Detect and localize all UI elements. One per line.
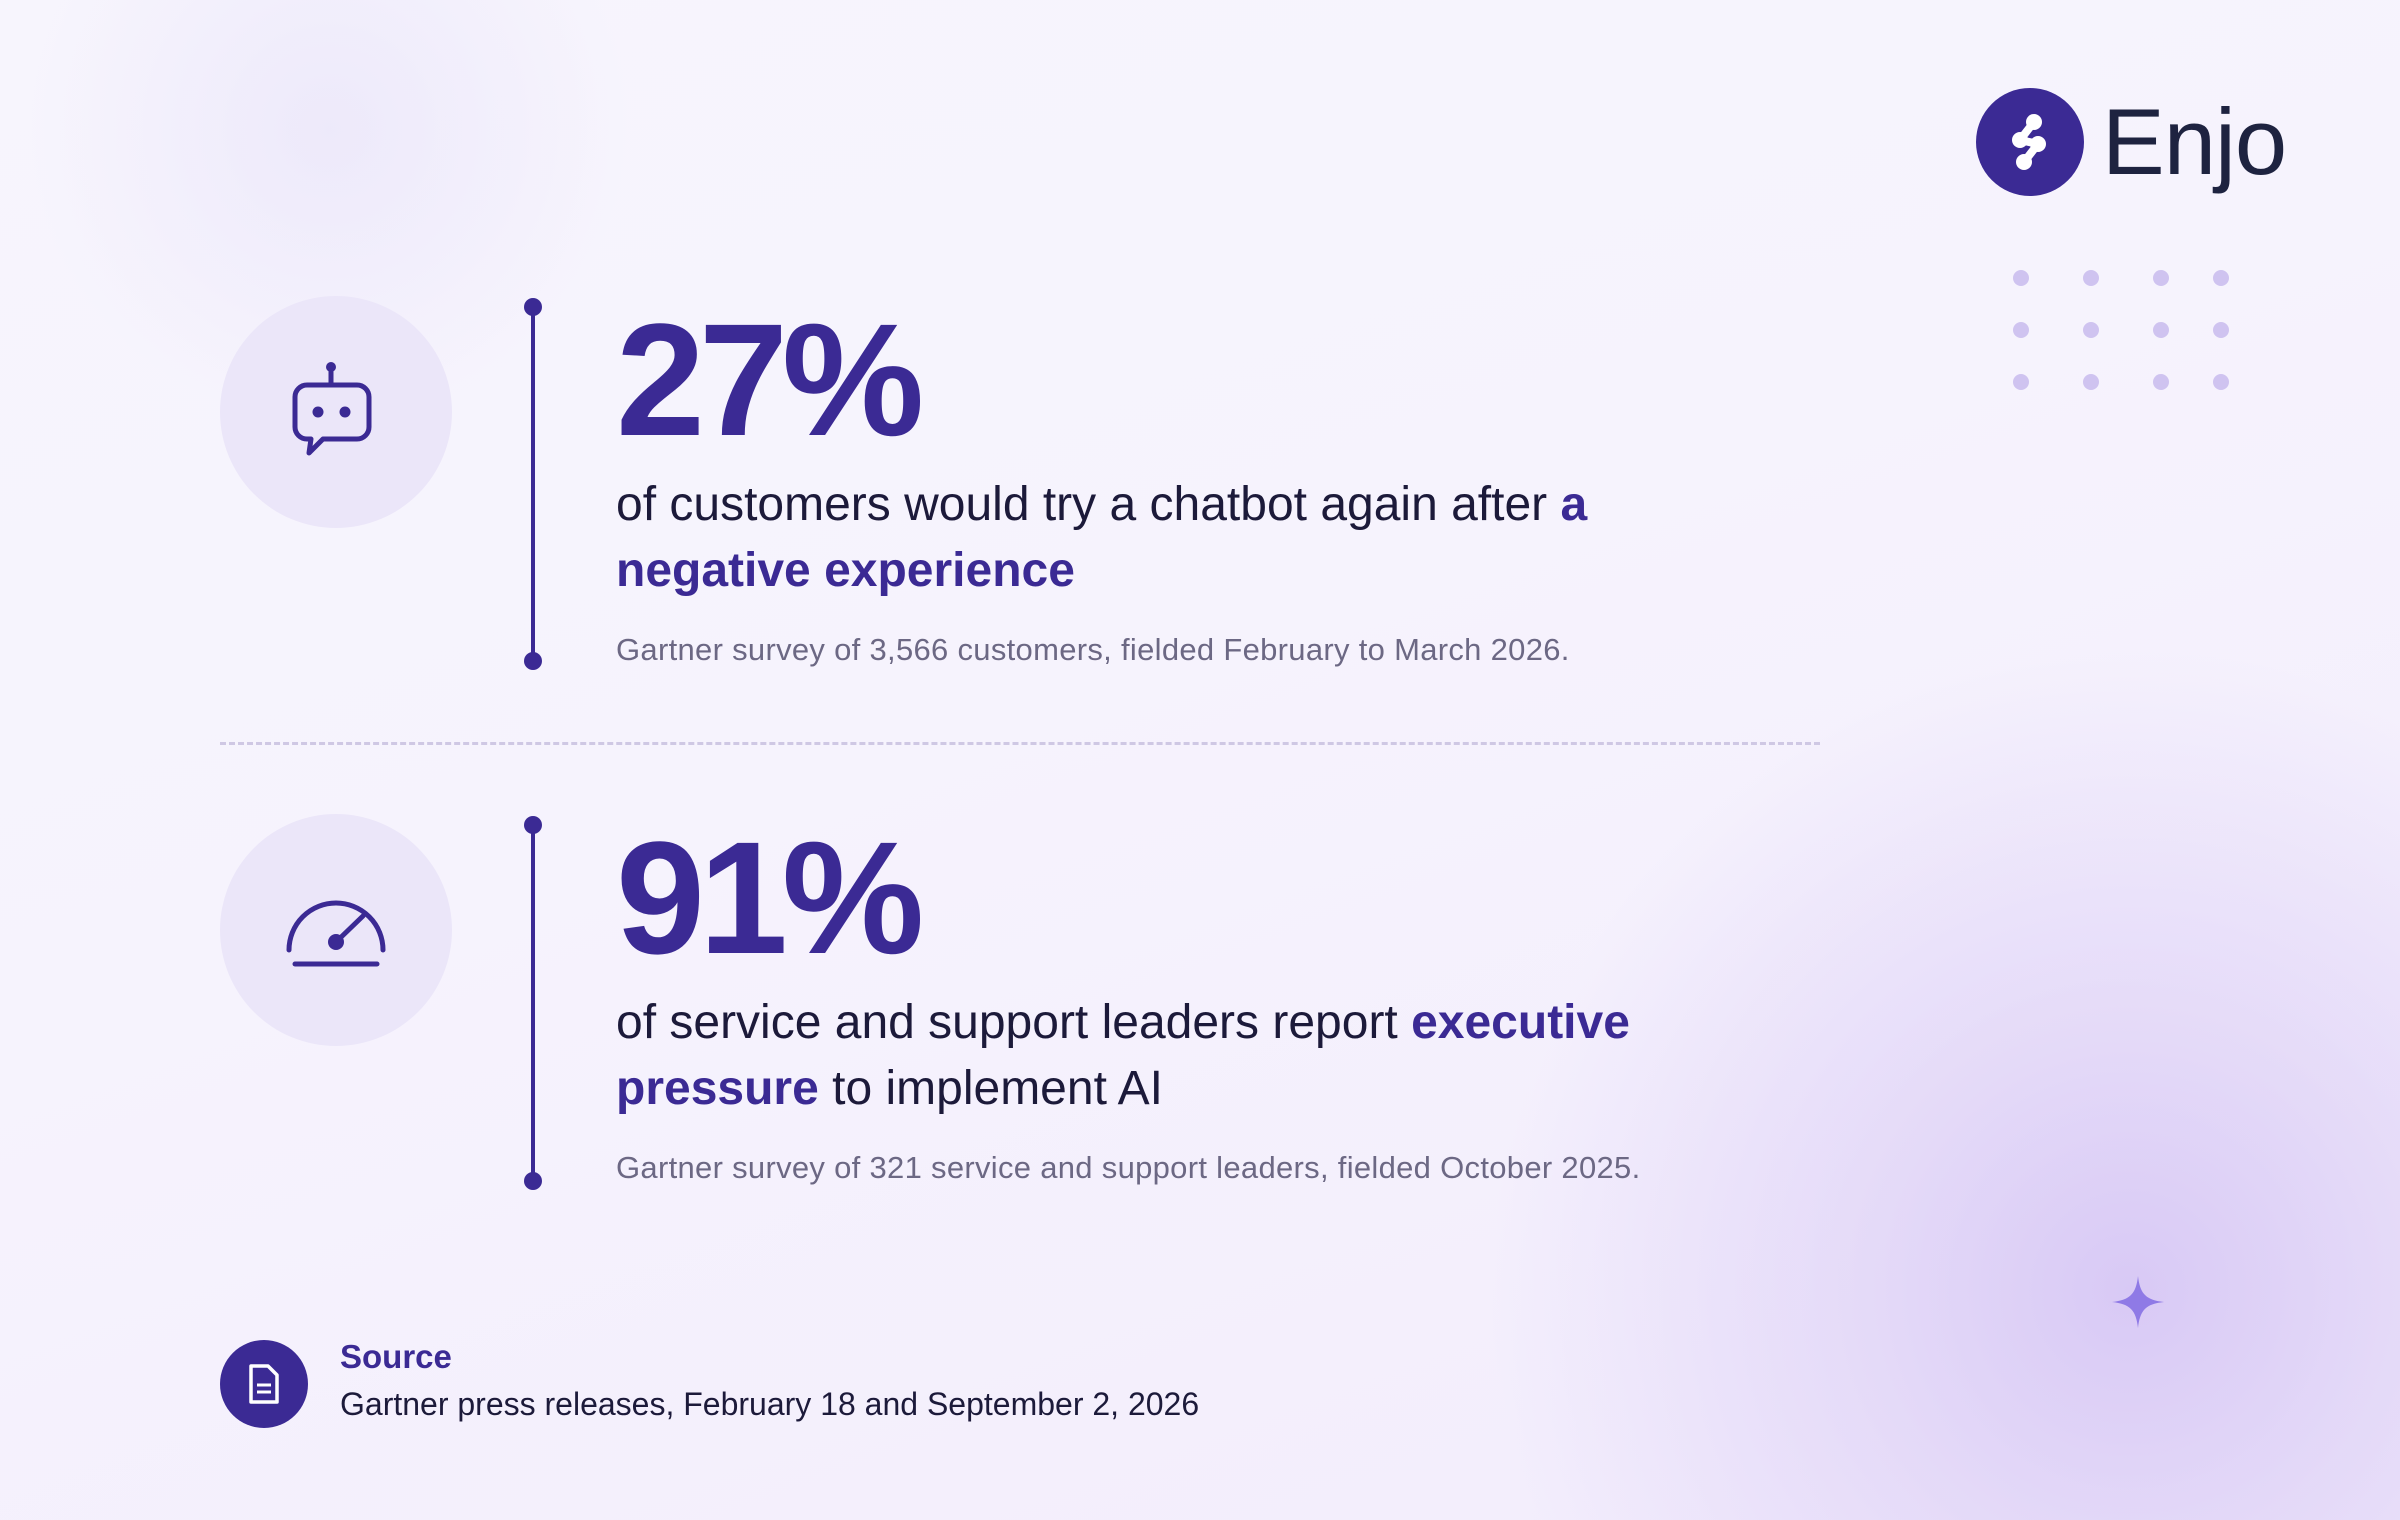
chatbot-icon-badge <box>220 296 452 528</box>
timeline-line <box>531 306 535 660</box>
brand-logo: Enjo <box>1976 88 2287 196</box>
timeline-line <box>531 824 535 1180</box>
section-divider <box>220 742 1820 745</box>
source-text: Gartner press releases, February 18 and … <box>340 1386 1200 1422</box>
enjo-logo-icon <box>1976 88 2084 196</box>
brand-name: Enjo <box>2102 89 2287 194</box>
source-label: Source <box>340 1338 452 1375</box>
document-icon-badge <box>220 1340 308 1428</box>
timeline-dot-bottom <box>524 1172 542 1190</box>
stat-description: of service and support leaders report ex… <box>616 996 1630 1115</box>
stat-highlight: executive pressure <box>616 996 1630 1115</box>
stat-description: of customers would try a chatbot again a… <box>616 478 1588 597</box>
stat-value: 91% <box>616 808 924 987</box>
stat-highlight: a negative experience <box>616 478 1588 597</box>
speedometer-icon-badge <box>220 814 452 1046</box>
stat-note: Gartner survey of 321 service and suppor… <box>616 1150 1641 1185</box>
document-icon <box>249 1364 279 1404</box>
stat-note: Gartner survey of 3,566 customers, field… <box>616 632 1570 667</box>
stat-value: 27% <box>616 290 924 469</box>
timeline-dot-bottom <box>524 652 542 670</box>
chatbot-icon <box>292 362 372 456</box>
decorative-dot-grid <box>2013 270 2243 400</box>
speedometer-icon <box>286 900 386 967</box>
sparkle-icon <box>2112 1276 2164 1328</box>
